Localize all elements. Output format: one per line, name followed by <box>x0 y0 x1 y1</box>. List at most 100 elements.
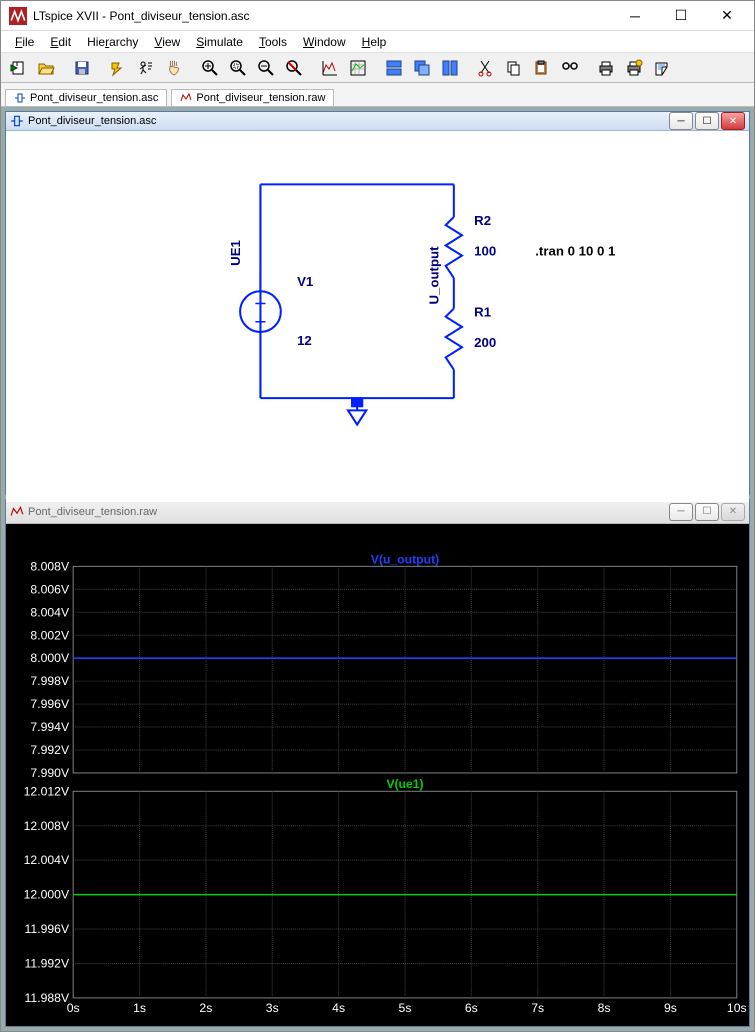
tabstrip: Pont_diviseur_tension.asc Pont_diviseur_… <box>1 83 754 107</box>
svg-text:11.992V: 11.992V <box>25 957 70 971</box>
r1-name[interactable]: R1 <box>474 305 491 320</box>
r2-value[interactable]: 100 <box>474 244 496 259</box>
open-button[interactable] <box>33 55 59 81</box>
tab-label: Pont_diviseur_tension.raw <box>196 92 325 104</box>
waveform-titlebar[interactable]: Pont_diviseur_tension.raw ─ ☐ ✕ <box>6 500 749 524</box>
waveform-window: Pont_diviseur_tension.raw ─ ☐ ✕ V(u_outp… <box>5 499 750 1027</box>
svg-text:1s: 1s <box>133 1001 146 1015</box>
source-name[interactable]: V1 <box>297 274 313 289</box>
waveform-icon <box>10 505 24 519</box>
spice-directive[interactable]: .tran 0 10 0 1 <box>535 244 615 259</box>
tile-v-button[interactable] <box>437 55 463 81</box>
source-value[interactable]: 12 <box>297 333 312 348</box>
pan-button[interactable] <box>161 55 187 81</box>
control-panel-button[interactable] <box>105 55 131 81</box>
mdi-maximize-button[interactable]: ☐ <box>695 503 719 521</box>
svg-text:8.002V: 8.002V <box>30 628 70 642</box>
new-button[interactable] <box>5 55 31 81</box>
svg-text:V(u_output): V(u_output) <box>371 552 439 566</box>
svg-text:6s: 6s <box>465 1001 478 1015</box>
svg-text:12.004V: 12.004V <box>24 853 70 867</box>
mdi-title-text: Pont_diviseur_tension.asc <box>28 115 156 127</box>
svg-text:11.988V: 11.988V <box>25 991 70 1005</box>
close-button[interactable]: ✕ <box>704 1 750 31</box>
zoom-in-button[interactable] <box>197 55 223 81</box>
svg-text:8.000V: 8.000V <box>30 651 70 665</box>
svg-text:7.994V: 7.994V <box>30 720 70 734</box>
schematic-icon <box>10 114 24 128</box>
menu-hierarchy[interactable]: Hierarchy <box>79 33 146 51</box>
svg-text:7.992V: 7.992V <box>30 743 70 757</box>
mdi-minimize-button[interactable]: ─ <box>669 112 693 130</box>
svg-text:5s: 5s <box>399 1001 412 1015</box>
paste-button[interactable] <box>529 55 555 81</box>
svg-text:8.004V: 8.004V <box>30 605 70 619</box>
window-title: LTspice XVII - Pont_diviseur_tension.asc <box>33 9 612 23</box>
tile-h-button[interactable] <box>381 55 407 81</box>
menu-edit[interactable]: Edit <box>42 33 79 51</box>
copy-button[interactable] <box>501 55 527 81</box>
cascade-button[interactable] <box>409 55 435 81</box>
toolbar <box>1 53 754 83</box>
run-button[interactable] <box>133 55 159 81</box>
svg-text:7.990V: 7.990V <box>30 766 70 780</box>
save-button[interactable] <box>69 55 95 81</box>
svg-text:8.008V: 8.008V <box>30 559 70 573</box>
mdi-title-text: Pont_diviseur_tension.raw <box>28 506 157 518</box>
svg-text:11.996V: 11.996V <box>25 922 70 936</box>
schematic-canvas[interactable]: V1 12 UE1 R2 100 R1 200 U_output .tran 0… <box>6 131 749 502</box>
workarea: Pont_diviseur_tension.asc ─ ☐ ✕ <box>1 107 754 1031</box>
svg-text:7.996V: 7.996V <box>30 697 70 711</box>
svg-text:4s: 4s <box>332 1001 345 1015</box>
mdi-close-button[interactable]: ✕ <box>721 503 745 521</box>
titlebar: LTspice XVII - Pont_diviseur_tension.asc… <box>1 1 754 31</box>
mdi-maximize-button[interactable]: ☐ <box>695 112 719 130</box>
menu-simulate[interactable]: Simulate <box>188 33 251 51</box>
print-setup-button[interactable] <box>621 55 647 81</box>
menu-file[interactable]: File <box>7 33 42 51</box>
find-button[interactable] <box>557 55 583 81</box>
svg-text:7.998V: 7.998V <box>30 674 70 688</box>
svg-text:12.000V: 12.000V <box>24 888 70 902</box>
svg-text:8s: 8s <box>598 1001 611 1015</box>
net-output[interactable]: U_output <box>427 246 442 305</box>
svg-text:2s: 2s <box>199 1001 212 1015</box>
mdi-minimize-button[interactable]: ─ <box>669 503 693 521</box>
mdi-close-button[interactable]: ✕ <box>721 112 745 130</box>
autorange-button[interactable] <box>317 55 343 81</box>
zoom-out-button[interactable] <box>253 55 279 81</box>
schematic-window: Pont_diviseur_tension.asc ─ ☐ ✕ <box>5 111 750 495</box>
r2-name[interactable]: R2 <box>474 213 491 228</box>
schematic-icon <box>14 92 26 104</box>
svg-text:10s: 10s <box>727 1001 747 1015</box>
svg-text:8.006V: 8.006V <box>30 582 70 596</box>
zoom-fit-button[interactable] <box>281 55 307 81</box>
menubar: File Edit Hierarchy View Simulate Tools … <box>1 31 754 53</box>
waveform-icon <box>180 92 192 104</box>
plot-canvas[interactable]: V(u_output) 8.008V 8.006V 8.004V 8.002V 8.000… <box>6 524 749 1026</box>
tab-waveform[interactable]: Pont_diviseur_tension.raw <box>171 89 334 106</box>
cut-button[interactable] <box>473 55 499 81</box>
tab-label: Pont_diviseur_tension.asc <box>30 92 158 104</box>
svg-text:7s: 7s <box>531 1001 544 1015</box>
r1-value[interactable]: 200 <box>474 335 496 350</box>
net-ue1[interactable]: UE1 <box>228 240 243 266</box>
print-button[interactable] <box>593 55 619 81</box>
svg-text:V(ue1): V(ue1) <box>386 777 423 791</box>
menu-window[interactable]: Window <box>295 33 354 51</box>
menu-tools[interactable]: Tools <box>251 33 295 51</box>
print-preview-button[interactable] <box>649 55 675 81</box>
plot-settings-button[interactable] <box>345 55 371 81</box>
menu-view[interactable]: View <box>146 33 188 51</box>
menu-help[interactable]: Help <box>354 33 395 51</box>
tab-schematic[interactable]: Pont_diviseur_tension.asc <box>5 89 167 106</box>
svg-text:0s: 0s <box>67 1001 80 1015</box>
schematic-titlebar[interactable]: Pont_diviseur_tension.asc ─ ☐ ✕ <box>6 112 749 131</box>
zoom-drag-button[interactable] <box>225 55 251 81</box>
maximize-button[interactable]: ☐ <box>658 1 704 31</box>
svg-text:12.008V: 12.008V <box>24 819 70 833</box>
svg-text:12.012V: 12.012V <box>24 784 70 798</box>
svg-text:3s: 3s <box>266 1001 279 1015</box>
app-icon <box>9 7 27 25</box>
minimize-button[interactable]: ─ <box>612 1 658 31</box>
